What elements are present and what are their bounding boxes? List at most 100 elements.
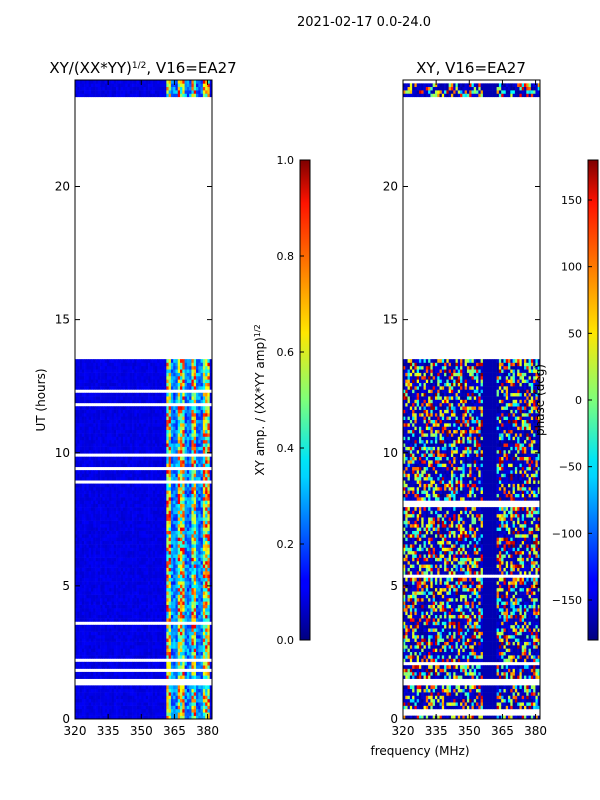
left-heatmap-cell — [77, 708, 80, 713]
left-heatmap-cell — [77, 675, 80, 679]
left-heatmap-cell — [157, 702, 160, 706]
left-heatmap-cell — [205, 692, 208, 696]
left-heatmap-cell — [154, 702, 158, 706]
left-heatmap-cell — [186, 651, 190, 656]
left-heatmap-cell — [138, 554, 142, 558]
left-heatmap-cell — [111, 698, 115, 703]
left-heatmap-cell — [189, 560, 192, 565]
left-heatmap-cell — [106, 527, 110, 531]
left-heatmap-cell — [118, 523, 121, 528]
left-heatmap-cell — [154, 591, 158, 595]
left-heatmap-cell — [90, 523, 94, 528]
left-heatmap-cell — [177, 537, 181, 542]
left-heatmap-cell — [132, 443, 135, 447]
left-heatmap-cell — [136, 688, 140, 693]
left-heatmap-cell — [120, 601, 124, 605]
left-heatmap-cell — [148, 507, 151, 511]
left-heatmap-cell — [159, 624, 163, 629]
left-heatmap-cell — [120, 550, 124, 555]
left-heatmap-cell — [186, 645, 190, 649]
left-heatmap-cell — [104, 685, 108, 690]
left-heatmap-cell — [200, 675, 204, 679]
left-heatmap-cell — [127, 655, 131, 659]
left-heatmap-cell — [95, 614, 99, 619]
left-heatmap-cell — [84, 416, 87, 420]
left-heatmap-cell — [93, 702, 96, 706]
left-heatmap-cell — [202, 503, 206, 508]
left-heatmap-cell — [125, 490, 128, 494]
left-heatmap-cell — [207, 540, 211, 545]
left-heatmap-cell — [122, 645, 126, 649]
left-heatmap-cell — [111, 624, 115, 629]
left-heatmap-cell — [207, 473, 211, 478]
left-heatmap-cell — [161, 705, 165, 710]
left-heatmap-cell — [202, 423, 206, 427]
left-heatmap-cell — [104, 581, 108, 585]
left-heatmap-cell — [166, 513, 169, 518]
left-heatmap-cell — [205, 648, 208, 653]
left-heatmap-cell — [93, 554, 96, 558]
left-heatmap-cell — [202, 715, 206, 719]
left-heatmap-cell — [77, 520, 80, 525]
left-heatmap-cell — [86, 530, 89, 535]
left-heatmap-cell — [100, 493, 103, 498]
left-heatmap-cell — [180, 449, 183, 454]
left-heatmap-cell — [196, 618, 199, 622]
left-heatmap-cell — [116, 483, 119, 488]
left-heatmap-cell — [93, 493, 96, 498]
left-heatmap-cell — [184, 473, 188, 478]
left-heatmap-cell — [113, 705, 117, 710]
left-heatmap-cell — [196, 547, 199, 552]
left-heatmap-cell — [77, 655, 80, 659]
left-heatmap-cell — [106, 557, 110, 562]
left-heatmap-cell — [75, 534, 78, 538]
left-heatmap-cell — [207, 463, 211, 468]
left-heatmap-cell — [205, 426, 208, 431]
left-heatmap-cell — [173, 483, 176, 488]
left-heatmap-cell — [122, 507, 126, 511]
left-heatmap-cell — [129, 567, 133, 572]
left-heatmap-cell — [207, 577, 211, 582]
left-heatmap-cell — [193, 433, 197, 437]
left-heatmap-cell — [109, 493, 112, 498]
left-heatmap-cell — [168, 557, 172, 562]
left-heatmap-cell — [166, 577, 169, 582]
left-heatmap-cell — [191, 412, 195, 417]
left-heatmap-cell — [116, 591, 119, 595]
left-heatmap-cell — [79, 591, 83, 595]
left-heatmap-cell — [77, 547, 80, 552]
left-heatmap-cell — [202, 567, 206, 572]
left-heatmap-cell — [189, 449, 192, 454]
left-heatmap-cell — [79, 456, 83, 461]
left-heatmap-cell — [97, 688, 101, 693]
left-heatmap-cell — [129, 517, 133, 521]
left-heatmap-cell — [100, 476, 103, 481]
left-heatmap-cell — [145, 486, 149, 491]
left-heatmap-cell — [120, 634, 124, 639]
left-heatmap-cell — [129, 419, 133, 424]
left-heatmap-cell — [196, 500, 199, 505]
left-heatmap-cell — [125, 611, 128, 616]
left-heatmap-cell — [180, 520, 183, 525]
left-heatmap-cell — [106, 460, 110, 464]
left-heatmap-cell — [100, 618, 103, 622]
left-heatmap-cell — [129, 523, 133, 528]
left-heatmap-cell — [90, 688, 94, 693]
left-heatmap-cell — [177, 712, 181, 716]
left-heatmap-cell — [152, 611, 156, 616]
left-heatmap-cell — [113, 520, 117, 525]
left-heatmap-cell — [205, 483, 208, 488]
left-heatmap-cell — [193, 429, 197, 434]
left-heatmap-cell — [88, 500, 92, 505]
left-heatmap-cell — [77, 429, 80, 434]
left-heatmap-cell — [129, 641, 133, 646]
left-heatmap-cell — [141, 618, 144, 622]
left-heatmap-cell — [191, 557, 195, 562]
left-heatmap-cell — [175, 439, 179, 444]
left-heatmap-cell — [109, 510, 112, 515]
left-heatmap-cell — [75, 655, 78, 659]
left-heatmap-cell — [100, 661, 103, 666]
left-heatmap-cell — [182, 608, 185, 612]
left-heatmap-cell — [141, 645, 144, 649]
left-heatmap-cell — [81, 557, 85, 562]
